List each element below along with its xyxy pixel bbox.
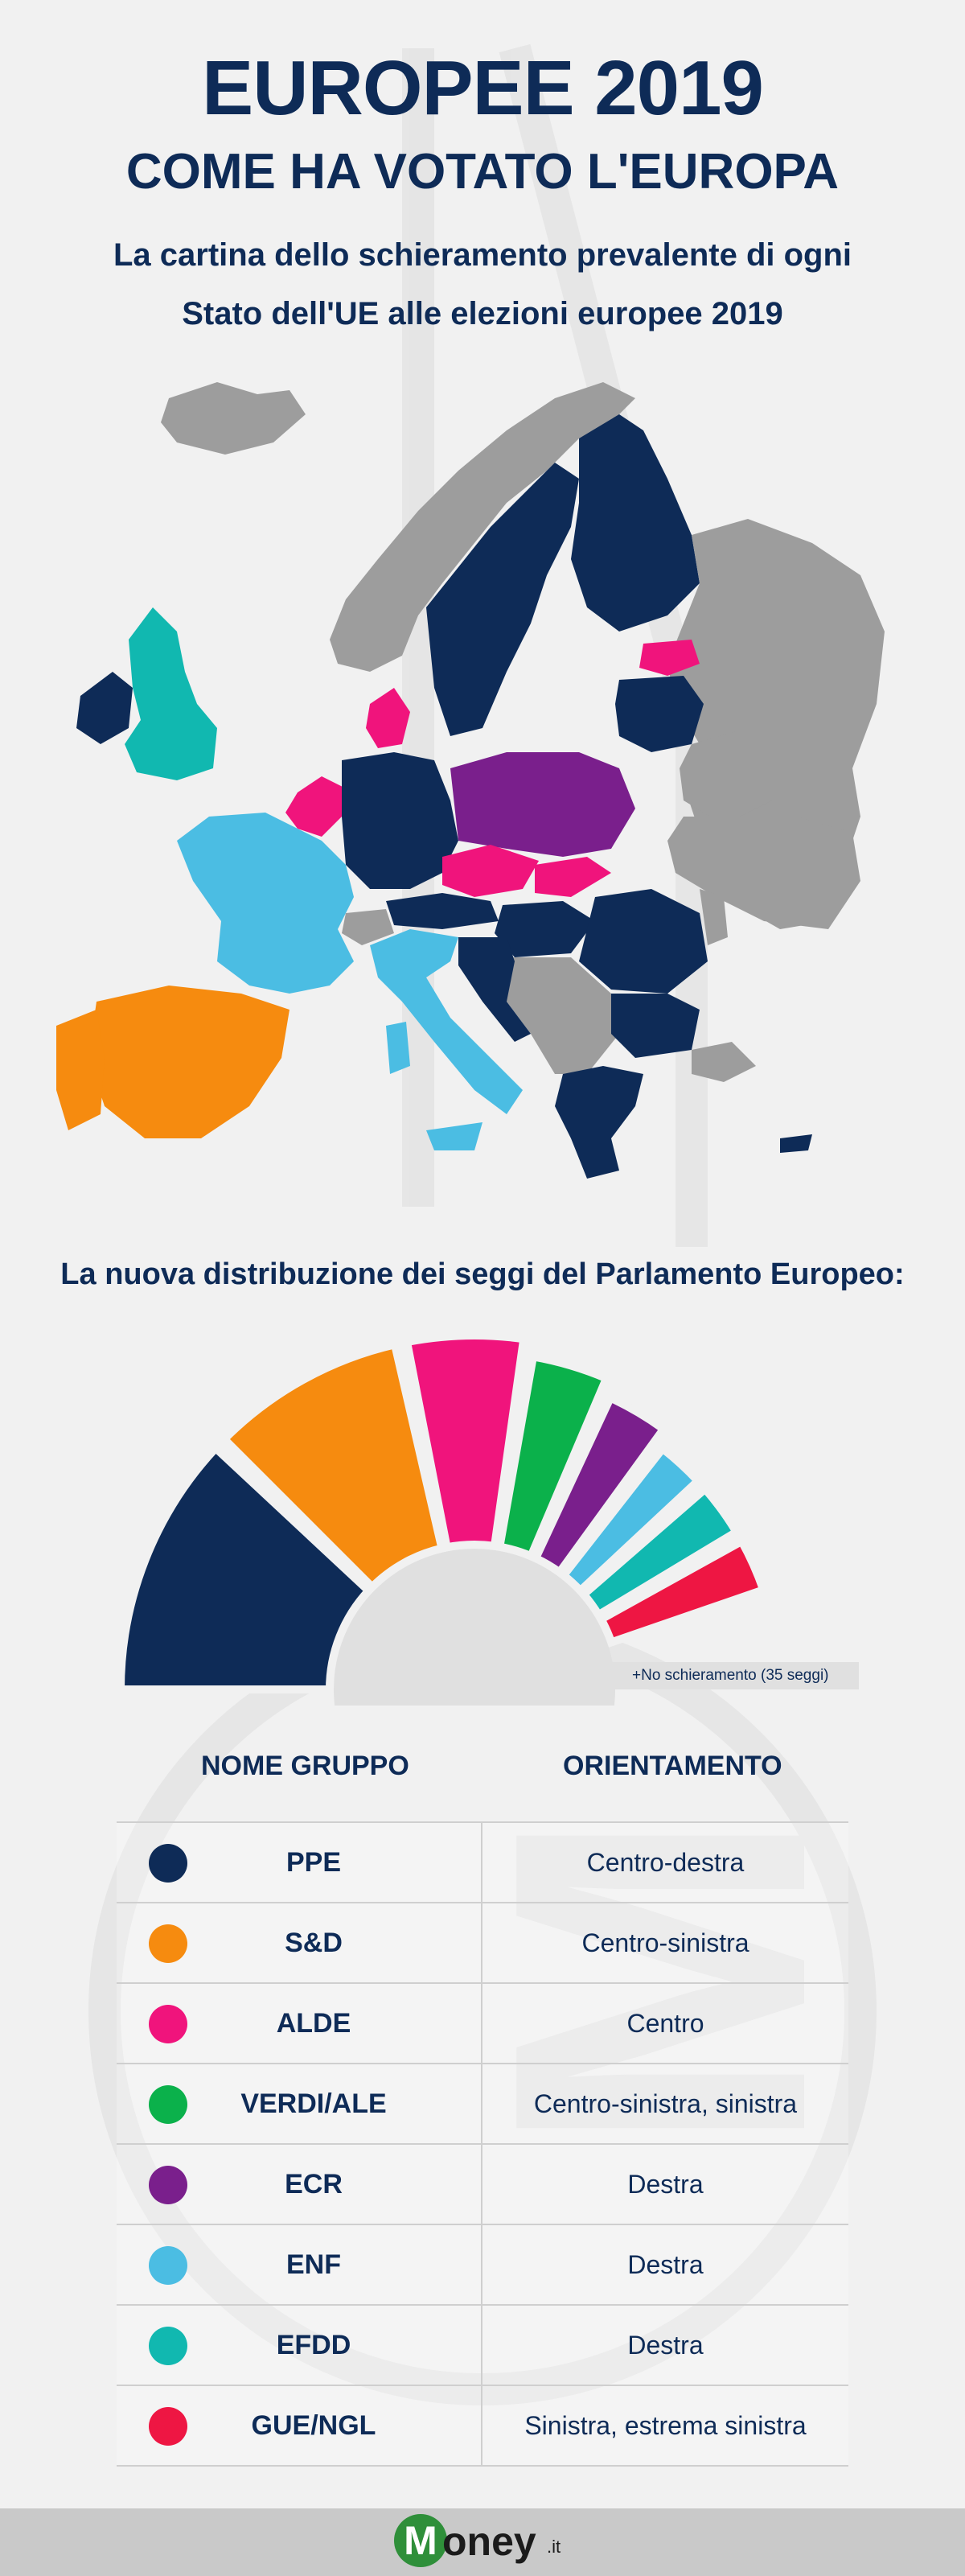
map-greece [555,1066,643,1179]
parliament-hemicycle [121,1335,769,1706]
column-header-name: NOME GRUPPO [201,1751,409,1781]
group-name: ALDE [276,2008,351,2039]
group-orientation: Centro-sinistra [581,1928,749,1957]
map-ireland [76,672,133,744]
map-bulgaria [611,994,700,1058]
map-baltics [615,676,704,752]
map-switzerland [342,909,394,945]
hemicycle-center [334,1549,615,1706]
group-orientation: Destra [627,2170,704,2199]
map-sicily [426,1122,482,1150]
group-name: EFDD [276,2330,351,2360]
hemicycle-segment-efdd [577,1483,742,1621]
group-orientation: Destra [627,2250,704,2279]
map-iceland [161,382,306,455]
table-row: EFDD Destra [117,2304,848,2385]
group-color-dot [149,1924,187,1963]
no-group-note: +No schieramento (35 seggi) [593,1662,859,1689]
group-orientation: Centro-destra [586,1848,745,1877]
map-estonia [639,640,700,676]
hemicycle-segment-alde [402,1335,528,1553]
table-row: VERDI/ALE Centro-sinistra, sinistra [117,2063,848,2143]
seats-title: La nuova distribuzione dei seggi del Par… [60,1257,905,1291]
hemicycle-segment-enf [557,1442,704,1597]
map-croatia [458,937,531,1042]
group-orientation: Centro [626,2009,704,2038]
map-sweden [426,463,579,736]
hemicycle-segment-sd [218,1339,447,1593]
map-spain [88,986,290,1138]
map-ukraine [667,817,860,929]
map-finland [571,414,700,632]
hemicycle-segment-verdiale [495,1352,612,1562]
group-orientation: Centro-sinistra, sinistra [533,2089,798,2118]
map-turkey [692,1042,756,1082]
map-belarus [680,728,780,825]
footer-bar [0,2508,965,2576]
map-norway [330,382,635,672]
group-name: GUE/NGL [251,2410,376,2441]
group-orientation: Sinistra, estrema sinistra [524,2411,807,2440]
europe-map [56,382,885,1179]
map-benelux [285,776,346,837]
money-it-logo[interactable]: M oney .it [394,2514,571,2570]
group-orientation: Destra [627,2331,704,2360]
hemicycle-segment-ecr [530,1392,670,1578]
table-row: PPE Centro-destra [117,1821,848,1902]
map-moldova [700,889,728,945]
table-row: S&D Centro-sinistra [117,1902,848,1982]
map-austria [386,893,499,929]
map-description-line1: La cartina dello schieramento prevalente… [113,237,852,273]
map-france [177,813,354,994]
map-romania [579,889,708,994]
group-color-dot [149,2166,187,2204]
map-hungary [495,901,595,957]
map-czechia [442,845,539,897]
table-row: ALDE Centro [117,1982,848,2063]
table-row: ENF Destra [117,2224,848,2304]
map-cyprus [780,1134,812,1153]
logo-text: oney [442,2519,536,2564]
map-uk [125,607,217,780]
map-balkans [507,957,619,1074]
logo-suffix: .it [547,2537,561,2557]
map-sardinia [386,1022,410,1074]
group-color-dot [149,2005,187,2043]
group-name: PPE [285,1847,342,1878]
hemicycle-segment-ppe [121,1442,375,1693]
table-row: ECR Destra [117,2143,848,2224]
group-color-dot [149,2246,187,2285]
map-denmark [366,688,410,748]
page-subtitle: COME HA VOTATO L'EUROPA [125,144,840,200]
svg-text:M: M [426,1808,893,2156]
map-portugal [56,1010,105,1130]
hemicycle-segment-guengl [595,1535,769,1648]
group-name: ENF [286,2249,341,2280]
map-germany [342,752,458,889]
group-name: VERDI/ALE [240,2088,387,2119]
group-color-dot [149,2407,187,2446]
map-description-line2: Stato dell'UE alle elezioni europee 2019 [182,296,783,331]
table-row: GUE/NGL Sinistra, estrema sinistra [117,2385,848,2467]
group-name: ECR [285,2169,343,2199]
map-italy [370,929,523,1114]
map-slovakia [535,857,611,897]
group-color-dot [149,1844,187,1883]
column-header-orientation: ORIENTAMENTO [563,1751,782,1781]
group-color-dot [149,2085,187,2124]
logo-initial: M [394,2514,447,2567]
page-title: EUROPEE 2019 [202,45,764,131]
group-color-dot [149,2327,187,2365]
group-name: S&D [285,1928,343,1958]
map-poland [450,752,635,857]
